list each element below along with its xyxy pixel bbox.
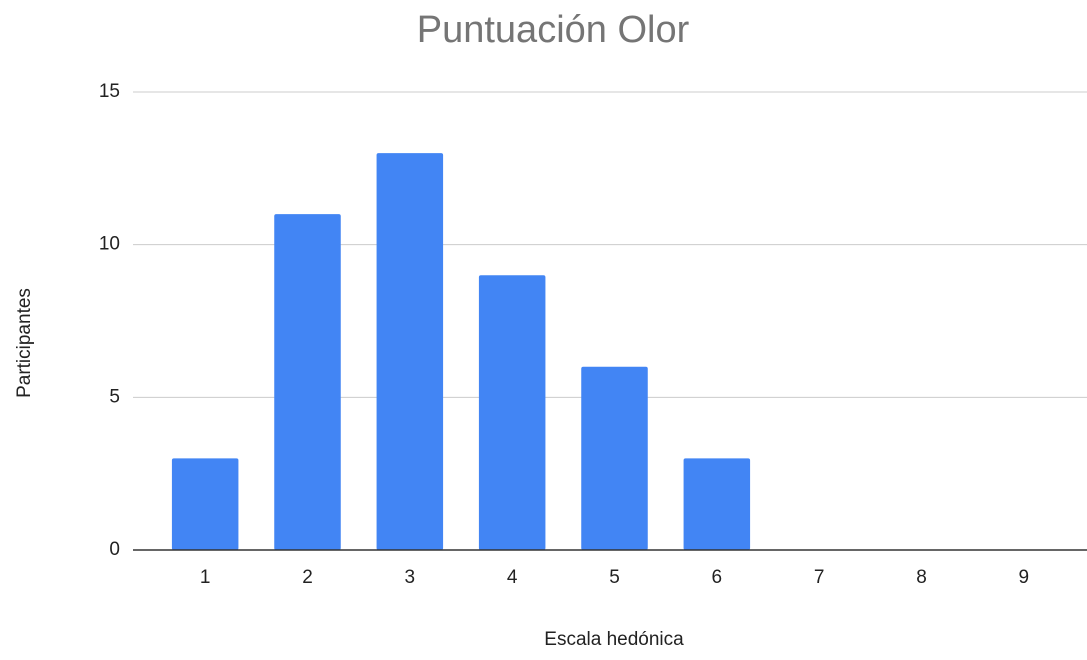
x-tick-label: 5 (609, 567, 620, 588)
bar (376, 153, 444, 551)
y-tick-label: 0 (109, 539, 120, 560)
bar (683, 458, 751, 550)
x-tick-label: 8 (916, 567, 927, 588)
x-tick-label: 9 (1019, 567, 1030, 588)
y-tick-label: 10 (99, 234, 120, 255)
y-axis-label: Participantes (14, 288, 35, 398)
x-axis-label: Escala hedónica (544, 629, 684, 650)
x-tick-label: 1 (200, 567, 211, 588)
y-tick-label: 5 (109, 386, 120, 407)
bar (478, 275, 546, 550)
x-tick-label: 6 (712, 567, 723, 588)
bar (171, 458, 239, 550)
x-tick-label: 7 (814, 567, 825, 588)
x-tick-label: 3 (405, 567, 416, 588)
bar (274, 214, 341, 550)
x-tick-label: 4 (507, 567, 518, 588)
y-tick-label: 15 (99, 81, 120, 102)
chart-title: Puntuación Olor (417, 9, 690, 51)
x-tick-label: 2 (302, 567, 313, 588)
bar (581, 366, 648, 550)
